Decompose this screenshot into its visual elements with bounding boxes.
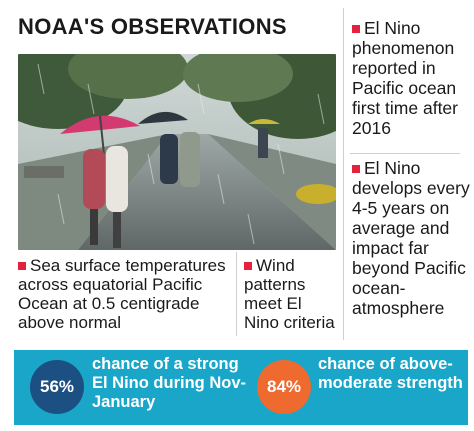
stats-banner xyxy=(14,350,468,425)
bullet-icon xyxy=(18,262,26,270)
note-el-nino-reported: El Nino phenomenon reported in Pacific o… xyxy=(352,18,458,138)
note-wind-patterns: Wind patterns meet El Nino criteria xyxy=(244,256,335,332)
stat-circle-moderate: 84% xyxy=(257,360,311,414)
stat-label-moderate: chance of above-moderate strength xyxy=(318,355,463,392)
column-divider-small xyxy=(236,252,237,336)
rainy-street-photo xyxy=(18,54,336,250)
row-divider xyxy=(350,153,460,154)
note-sea-surface-temperature: Sea surface temperatures across equatori… xyxy=(18,256,226,332)
bullet-icon xyxy=(244,262,252,270)
column-divider xyxy=(343,8,344,340)
bullet-icon xyxy=(352,165,360,173)
bullet-icon xyxy=(352,25,360,33)
stat-label-strong: chance of a strong El Nino during Nov-Ja… xyxy=(92,355,246,411)
note-el-nino-frequency: El Nino develops every 4-5 years on aver… xyxy=(352,158,470,318)
stat-circle-strong: 56% xyxy=(30,360,84,414)
page-title: NOAA'S OBSERVATIONS xyxy=(18,14,287,39)
